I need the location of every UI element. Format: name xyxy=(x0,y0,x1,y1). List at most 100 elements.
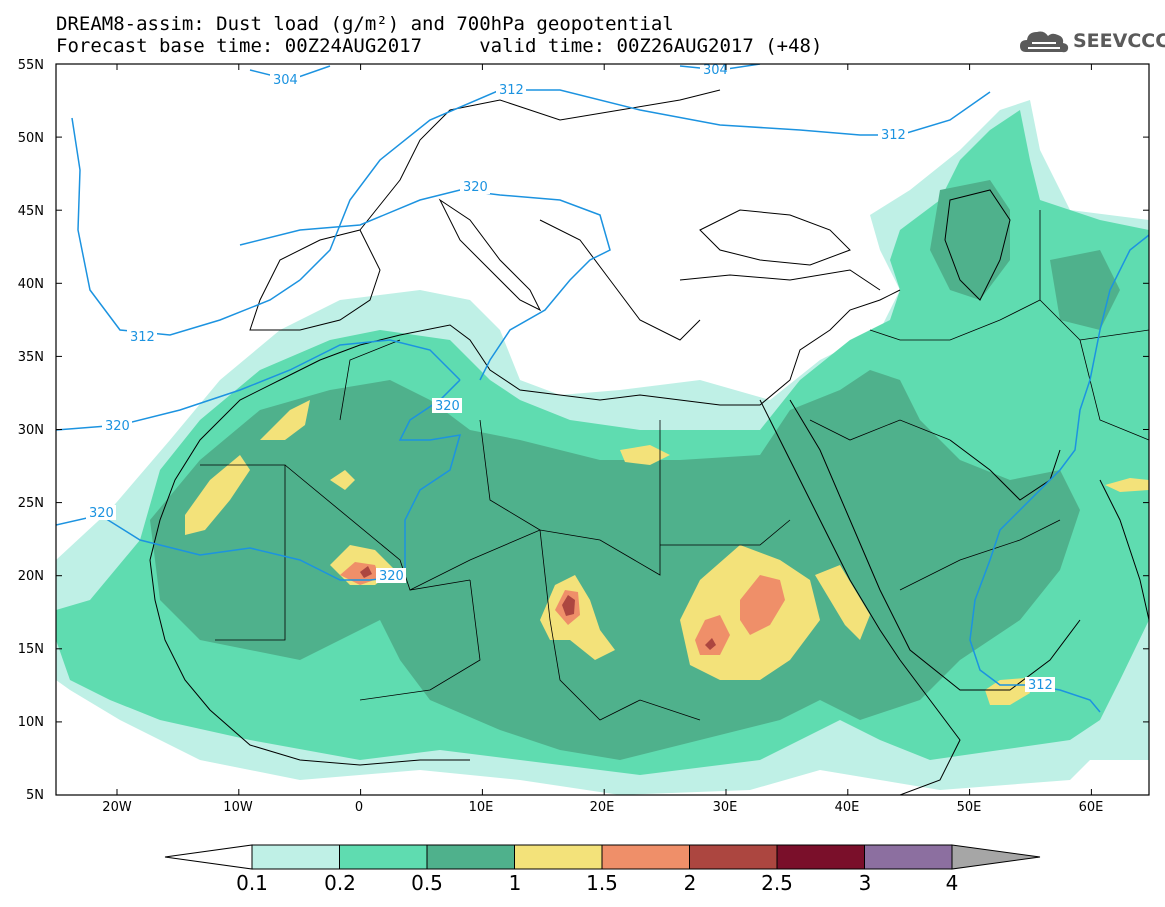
dust-region-high xyxy=(620,445,670,465)
contour-320-europe xyxy=(239,189,611,381)
colorbar-box xyxy=(514,844,603,870)
border xyxy=(339,339,401,421)
cloud-icon xyxy=(1020,31,1069,53)
label-bg xyxy=(496,82,526,97)
lon-label: 10E xyxy=(468,800,494,815)
colorbar-boxes xyxy=(251,844,953,870)
coastline-iberia xyxy=(249,229,381,331)
colorbar-label: 0.5 xyxy=(411,871,443,895)
coastline-west-africa xyxy=(149,559,470,766)
label-bg xyxy=(86,505,116,520)
lat-label: 35N xyxy=(17,350,44,365)
lon-label: 30E xyxy=(712,800,738,815)
axis-ticks xyxy=(56,63,1149,796)
colorbar-box xyxy=(426,844,515,870)
dust-region-high xyxy=(815,565,870,640)
coastline-black-sea xyxy=(699,209,851,266)
border xyxy=(409,420,661,591)
colorbar-box xyxy=(601,844,690,870)
colorbar-label: 0.2 xyxy=(324,871,356,895)
border xyxy=(1039,210,1149,341)
dust-region-high xyxy=(540,575,615,660)
lat-label: 40N xyxy=(17,277,44,292)
colorbar-label: 3 xyxy=(858,871,872,895)
dust-region-extreme xyxy=(705,638,716,650)
lat-label: 45N xyxy=(17,204,44,219)
lon-label: 10W xyxy=(223,800,253,815)
dust-region-extreme xyxy=(360,566,372,578)
colorbar-label: 4 xyxy=(945,871,959,895)
dust-field xyxy=(56,100,1149,795)
colorbar-label: 1 xyxy=(508,871,522,895)
contour-312-west xyxy=(71,117,301,336)
label-bg xyxy=(102,418,132,433)
lon-label: 20W xyxy=(102,800,132,815)
lon-label: 20E xyxy=(589,800,615,815)
contour-320-west xyxy=(56,339,461,431)
lat-label: 55N xyxy=(17,58,44,73)
label-bg xyxy=(1025,677,1055,692)
colorbar-under-arrow xyxy=(164,844,253,870)
dust-region-high xyxy=(185,455,250,535)
label-bg xyxy=(460,179,490,194)
colorbar-box xyxy=(776,844,865,870)
contour-label: 312 xyxy=(130,330,155,345)
lat-label: 50N xyxy=(17,131,44,146)
lon-label: 40E xyxy=(834,800,860,815)
contour-label: 320 xyxy=(105,419,130,434)
colorbar-box xyxy=(339,844,428,870)
contour-label: 320 xyxy=(89,506,114,521)
logo-text: SEEVCCC xyxy=(1073,30,1165,52)
lat-label: 15N xyxy=(17,642,44,657)
border xyxy=(809,419,951,441)
coastline-balkans xyxy=(539,219,701,341)
contour-label: 312 xyxy=(1028,678,1053,693)
forecast-time-line: Forecast base time: 00Z24AUG2017 valid t… xyxy=(56,35,823,57)
border xyxy=(660,519,791,546)
contour-320-sahara xyxy=(389,379,462,581)
colorbar-label: 2.5 xyxy=(761,871,793,895)
lat-label: 5N xyxy=(26,788,44,803)
label-bg xyxy=(878,127,908,142)
border xyxy=(200,464,286,641)
colorbar xyxy=(164,844,1041,870)
dust-region-dense xyxy=(150,370,1080,760)
label-bg xyxy=(432,398,462,413)
dust-region-high xyxy=(260,400,310,440)
label-bg xyxy=(700,62,730,77)
label-bg xyxy=(376,568,406,583)
coastlines xyxy=(149,89,1149,795)
colorbar-box xyxy=(864,844,953,870)
lat-label: 25N xyxy=(17,496,44,511)
dust-region-very-high xyxy=(695,615,730,655)
coastline-arabia xyxy=(789,399,1081,691)
border xyxy=(479,419,541,531)
dust-region-extreme xyxy=(562,595,575,616)
dust-region-dense xyxy=(930,180,1010,300)
contour-label: 320 xyxy=(379,569,404,584)
coastline-europe-north xyxy=(359,89,721,231)
coastline-persian-gulf xyxy=(949,439,1061,501)
dust-region-very-high xyxy=(740,575,785,635)
coastline-horn xyxy=(899,659,961,795)
dust-region-dense xyxy=(1050,250,1120,330)
lon-label: 0 xyxy=(354,800,364,815)
coastline-caspian xyxy=(944,189,1011,301)
dust-region-high xyxy=(330,470,355,490)
colorbar-box xyxy=(689,844,778,870)
contour-label: 304 xyxy=(703,63,728,78)
contour-label: 320 xyxy=(463,180,488,195)
coastline-red-sea xyxy=(759,399,901,661)
colorbar-over-arrow xyxy=(951,844,1041,870)
border xyxy=(869,299,1041,341)
coastline-italy xyxy=(438,198,542,312)
map-title: DREAM8-assim: Dust load (g/m²) and 700hP… xyxy=(56,13,674,35)
seevccc-logo: SEEVCCC xyxy=(1018,26,1165,58)
lat-label: 20N xyxy=(17,569,44,584)
colorbar-label: 1.5 xyxy=(586,871,618,895)
lat-label: 10N xyxy=(17,715,44,730)
label-bg xyxy=(270,72,300,87)
lon-label: 50E xyxy=(956,800,982,815)
coastline-turkey xyxy=(679,269,881,291)
